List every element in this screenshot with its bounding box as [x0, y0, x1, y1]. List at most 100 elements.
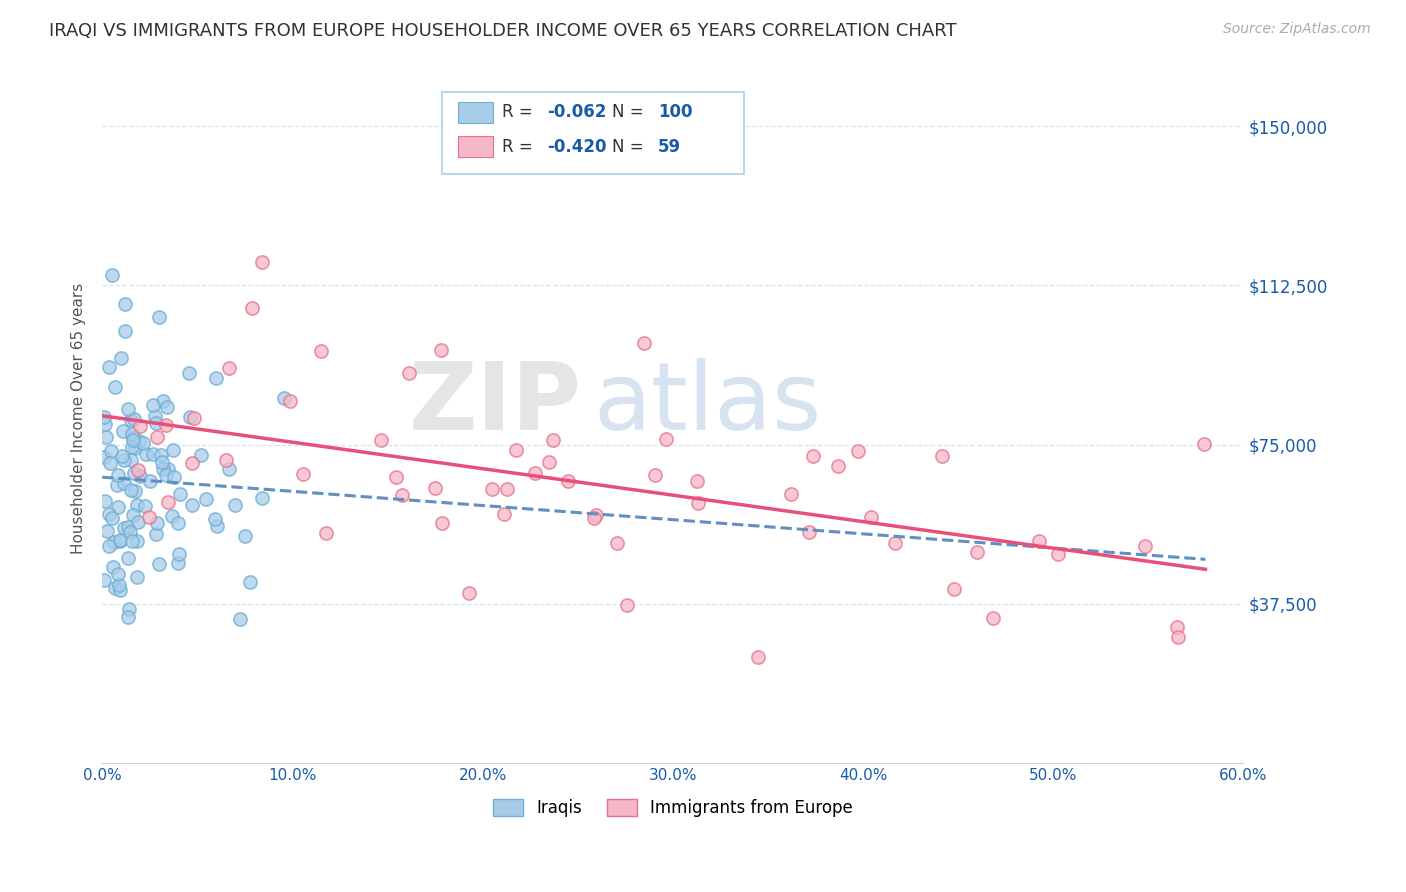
Point [398, 366, 420, 380]
Point [100, 268, 122, 282]
Point [309, 344, 332, 359]
Point [100, 511, 122, 525]
Text: 100: 100 [658, 103, 693, 121]
Point [101, 560, 124, 574]
Point [163, 470, 186, 484]
FancyBboxPatch shape [458, 136, 492, 157]
Point [250, 255, 273, 269]
Point [505, 442, 527, 457]
Point [181, 498, 204, 512]
Point [1167, 631, 1189, 645]
Point [1192, 437, 1215, 451]
Point [152, 462, 174, 476]
Point [224, 499, 246, 513]
Point [190, 448, 212, 462]
Point [122, 434, 145, 448]
Point [218, 361, 240, 376]
Point [827, 459, 849, 474]
Text: -0.420: -0.420 [547, 138, 607, 156]
Point [942, 582, 965, 596]
Text: Source: ZipAtlas.com: Source: ZipAtlas.com [1223, 22, 1371, 37]
Point [135, 447, 157, 461]
Point [801, 449, 824, 463]
Point [124, 483, 146, 498]
Point [686, 474, 709, 488]
Point [218, 462, 240, 476]
Point [120, 413, 142, 427]
Point [385, 470, 408, 484]
Point [538, 455, 561, 469]
Point [93, 450, 115, 464]
Point [315, 526, 337, 541]
Point [429, 343, 451, 357]
Point [117, 519, 139, 533]
Text: atlas: atlas [593, 359, 821, 450]
Point [103, 535, 125, 549]
Point [128, 434, 150, 448]
Point [121, 533, 143, 548]
Point [114, 324, 136, 338]
Point [1028, 534, 1050, 549]
Point [108, 578, 131, 592]
Point [797, 524, 820, 539]
Point [655, 432, 678, 446]
Point [780, 487, 803, 501]
Point [105, 477, 128, 491]
Point [204, 512, 226, 526]
Point [124, 442, 146, 456]
Point [152, 393, 174, 408]
Point [120, 525, 142, 540]
Point [370, 434, 392, 448]
Point [633, 335, 655, 350]
Point [145, 526, 167, 541]
Point [167, 516, 190, 530]
Point [127, 533, 149, 548]
Point [138, 510, 160, 524]
Point [846, 444, 869, 458]
Point [104, 380, 127, 394]
Point [100, 443, 122, 458]
Point [146, 516, 169, 530]
Point [128, 418, 150, 433]
Point [205, 371, 228, 385]
Point [278, 393, 301, 408]
Point [127, 463, 149, 477]
Text: -0.062: -0.062 [547, 103, 606, 121]
Point [160, 509, 183, 524]
Point [121, 426, 143, 441]
Point [104, 581, 127, 595]
Point [181, 456, 204, 470]
Point [492, 507, 515, 521]
Point [120, 452, 142, 467]
Point [98, 507, 121, 521]
Point [215, 452, 238, 467]
Point [108, 582, 131, 597]
Point [557, 474, 579, 488]
Text: IRAQI VS IMMIGRANTS FROM EUROPE HOUSEHOLDER INCOME OVER 65 YEARS CORRELATION CHA: IRAQI VS IMMIGRANTS FROM EUROPE HOUSEHOL… [49, 22, 957, 40]
Point [1046, 547, 1069, 561]
Point [481, 482, 503, 496]
Point [150, 455, 173, 469]
Point [127, 569, 149, 583]
Point [233, 529, 256, 543]
Point [155, 467, 177, 482]
Point [107, 566, 129, 581]
Point [1166, 620, 1188, 634]
Point [157, 462, 180, 476]
Point [114, 297, 136, 311]
Point [169, 487, 191, 501]
Point [94, 429, 117, 443]
Point [250, 491, 273, 506]
Point [117, 402, 139, 417]
Point [117, 551, 139, 566]
Point [162, 443, 184, 458]
Point [148, 310, 170, 325]
Point [148, 558, 170, 572]
Point [966, 545, 988, 559]
Point [146, 429, 169, 443]
Point [391, 488, 413, 502]
Point [94, 417, 117, 431]
Point [124, 466, 146, 480]
Point [117, 602, 139, 616]
Point [495, 482, 517, 496]
